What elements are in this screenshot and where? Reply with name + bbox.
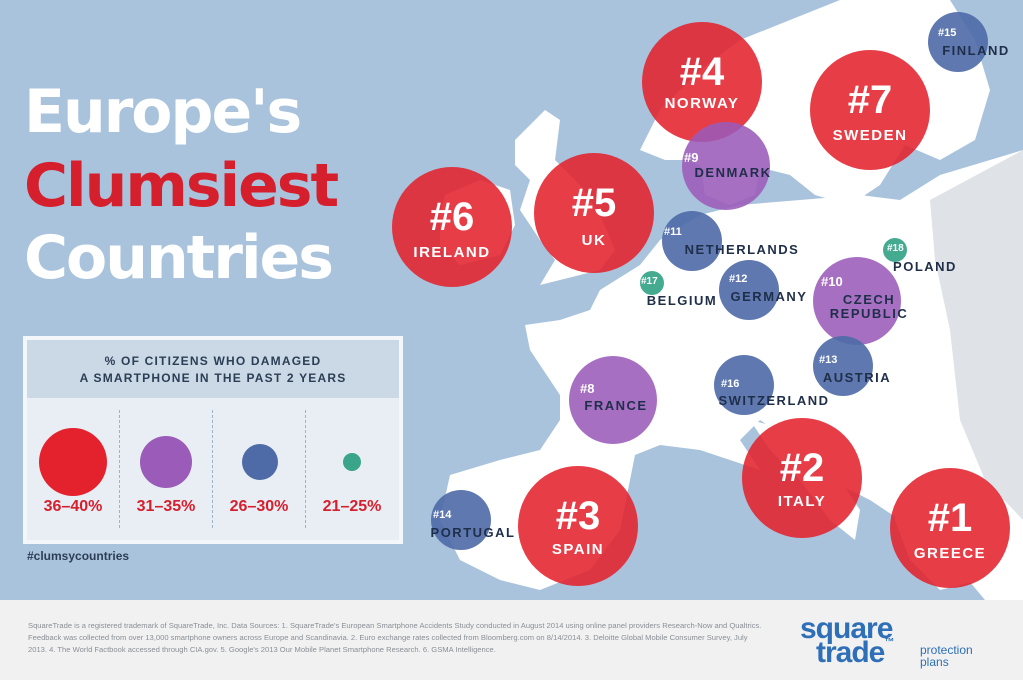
bubble-switzerland[interactable] bbox=[714, 355, 774, 415]
bubble-uk[interactable] bbox=[534, 153, 654, 273]
legend-label-26-30: 26–30% bbox=[229, 498, 289, 515]
rank-ireland: #6 bbox=[429, 195, 475, 239]
legend-heading-line-1: % OF CITIZENS WHO DAMAGED bbox=[104, 354, 322, 368]
rank-france: #8 bbox=[580, 381, 595, 396]
name-netherlands: NETHERLANDS bbox=[684, 242, 800, 257]
rank-greece: #1 bbox=[927, 496, 973, 540]
bubble-italy[interactable] bbox=[742, 418, 862, 538]
bubble-finland[interactable] bbox=[928, 12, 988, 72]
name-sweden: SWEDEN bbox=[832, 127, 908, 144]
legend-label-36-40: 36–40% bbox=[43, 498, 103, 515]
rank-denmark: #9 bbox=[684, 150, 699, 165]
rank-italy: #2 bbox=[779, 446, 825, 490]
name-switzerland: SWITZERLAND bbox=[718, 393, 830, 408]
rank-switzerland: #16 bbox=[721, 378, 740, 390]
name-czech: CZECH bbox=[842, 292, 896, 307]
bubble-spain[interactable] bbox=[518, 466, 638, 586]
logo-word-square: square bbox=[800, 612, 893, 645]
rank-sweden: #7 bbox=[847, 78, 893, 122]
bubble-belgium[interactable] bbox=[640, 271, 664, 295]
name-poland: POLAND bbox=[893, 259, 957, 274]
title-line-3: Countries bbox=[24, 223, 334, 293]
rank-czech: #10 bbox=[821, 274, 843, 289]
bubble-poland[interactable] bbox=[883, 238, 907, 262]
name-denmark: DENMARK bbox=[694, 165, 772, 180]
name-france: FRANCE bbox=[584, 398, 648, 413]
bubble-norway[interactable] bbox=[642, 22, 762, 142]
legend-heading: % OF CITIZENS WHO DAMAGED A SMARTPHONE I… bbox=[27, 340, 399, 398]
legend-dot-21-25 bbox=[343, 453, 361, 471]
rank-uk: #5 bbox=[571, 181, 617, 225]
name-greece: GREECE bbox=[913, 545, 987, 562]
title-line-2: Clumsiest bbox=[24, 151, 339, 221]
rank-norway: #4 bbox=[679, 50, 725, 94]
name-ireland: IRELAND bbox=[413, 244, 491, 261]
bubble-czech[interactable] bbox=[813, 257, 901, 345]
name-line-2-czech: REPUBLIC bbox=[829, 306, 909, 321]
rank-austria: #13 bbox=[819, 354, 838, 366]
bubble-france[interactable] bbox=[569, 356, 657, 444]
legend-dot-31-35 bbox=[140, 436, 192, 488]
hashtag[interactable]: #clumsycountries bbox=[27, 549, 130, 563]
name-norway: NORWAY bbox=[664, 95, 740, 112]
rank-spain: #3 bbox=[555, 494, 601, 538]
name-austria: AUSTRIA bbox=[822, 370, 892, 385]
name-spain: SPAIN bbox=[551, 541, 605, 558]
bubble-portugal[interactable] bbox=[431, 490, 491, 550]
legend-divider bbox=[305, 410, 306, 528]
title-line-1: Europe's bbox=[24, 77, 302, 147]
name-uk: UK bbox=[581, 232, 607, 249]
legend-heading-line-2: A SMARTPHONE IN THE PAST 2 YEARS bbox=[79, 371, 347, 385]
legend-label-31-35: 31–35% bbox=[136, 498, 196, 515]
bubble-austria[interactable] bbox=[813, 336, 873, 396]
name-portugal: PORTUGAL bbox=[430, 525, 516, 540]
legend-dot-26-30 bbox=[242, 444, 278, 480]
legend-dot-36-40 bbox=[39, 428, 107, 496]
bubble-germany[interactable] bbox=[719, 260, 779, 320]
rank-netherlands: #11 bbox=[664, 226, 682, 238]
logo-word-trade-text: trade bbox=[816, 636, 885, 669]
bubble-greece[interactable] bbox=[890, 468, 1010, 588]
bubble-ireland[interactable] bbox=[392, 167, 512, 287]
logo-tagline: protection plans bbox=[920, 644, 980, 668]
name-germany: GERMANY bbox=[730, 289, 808, 304]
footer: SquareTrade is a registered trademark of… bbox=[0, 600, 1023, 680]
rank-finland: #15 bbox=[938, 27, 957, 39]
name-italy: ITALY bbox=[777, 493, 827, 510]
legend-divider bbox=[119, 410, 120, 528]
name-finland: FINLAND bbox=[942, 43, 1010, 58]
bubble-denmark[interactable] bbox=[682, 122, 770, 210]
logo-trademark: ™ bbox=[884, 637, 894, 648]
rank-germany: #12 bbox=[729, 273, 748, 285]
legend-divider bbox=[212, 410, 213, 528]
logo-tagline-line-1: protection bbox=[920, 643, 973, 657]
footer-sources-text: SquareTrade is a registered trademark of… bbox=[28, 621, 762, 654]
rank-poland: #18 bbox=[887, 243, 904, 254]
bubble-sweden[interactable] bbox=[810, 50, 930, 170]
name-belgium: BELGIUM bbox=[646, 293, 718, 308]
logo-word-trade: trade™ bbox=[816, 636, 894, 669]
rank-belgium: #17 bbox=[641, 276, 658, 287]
bubble-netherlands[interactable] bbox=[662, 211, 722, 271]
rank-portugal: #14 bbox=[433, 509, 452, 521]
map-canvas: Europe's Clumsiest Countries % OF CITIZE… bbox=[24, 0, 1023, 600]
logo-tagline-line-2: plans bbox=[920, 655, 949, 669]
legend-label-21-25: 21–25% bbox=[322, 498, 382, 515]
legend-panel: % OF CITIZENS WHO DAMAGED A SMARTPHONE I… bbox=[27, 340, 399, 540]
eastern-region-landmass bbox=[930, 150, 1023, 520]
